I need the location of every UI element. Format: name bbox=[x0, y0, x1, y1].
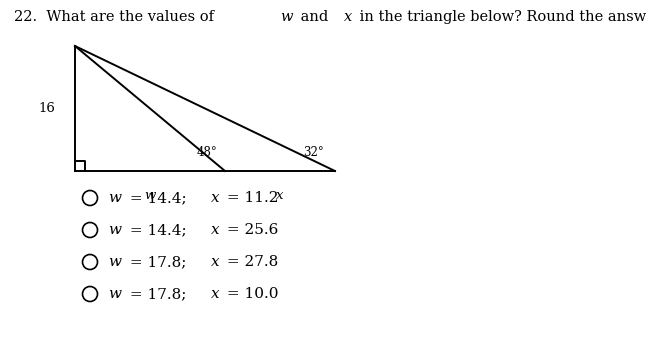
Text: and: and bbox=[296, 10, 333, 24]
Text: = 25.6: = 25.6 bbox=[222, 223, 279, 237]
Text: 16: 16 bbox=[38, 102, 55, 115]
Text: x: x bbox=[211, 255, 220, 269]
Text: x: x bbox=[211, 287, 220, 301]
Text: w: w bbox=[108, 255, 121, 269]
Text: x: x bbox=[211, 191, 220, 205]
Text: 32°: 32° bbox=[302, 146, 324, 159]
Text: w: w bbox=[280, 10, 292, 24]
Text: w: w bbox=[108, 287, 121, 301]
Text: x: x bbox=[344, 10, 352, 24]
Text: 22.  What are the values of: 22. What are the values of bbox=[14, 10, 218, 24]
Text: = 11.2: = 11.2 bbox=[222, 191, 279, 205]
Text: = 17.8;: = 17.8; bbox=[125, 287, 191, 301]
Text: = 10.0: = 10.0 bbox=[222, 287, 278, 301]
Text: x: x bbox=[276, 189, 284, 202]
Text: = 27.8: = 27.8 bbox=[222, 255, 278, 269]
Text: = 14.4;: = 14.4; bbox=[125, 191, 191, 205]
Text: w: w bbox=[108, 223, 121, 237]
Text: x: x bbox=[211, 223, 220, 237]
Text: = 17.8;: = 17.8; bbox=[125, 255, 191, 269]
Text: in the triangle below? Round the answers to the nearest tenth.: in the triangle below? Round the answers… bbox=[355, 10, 646, 24]
Text: = 14.4;: = 14.4; bbox=[125, 223, 191, 237]
Text: w: w bbox=[108, 191, 121, 205]
Text: 48°: 48° bbox=[196, 146, 217, 159]
Text: w: w bbox=[144, 189, 156, 202]
